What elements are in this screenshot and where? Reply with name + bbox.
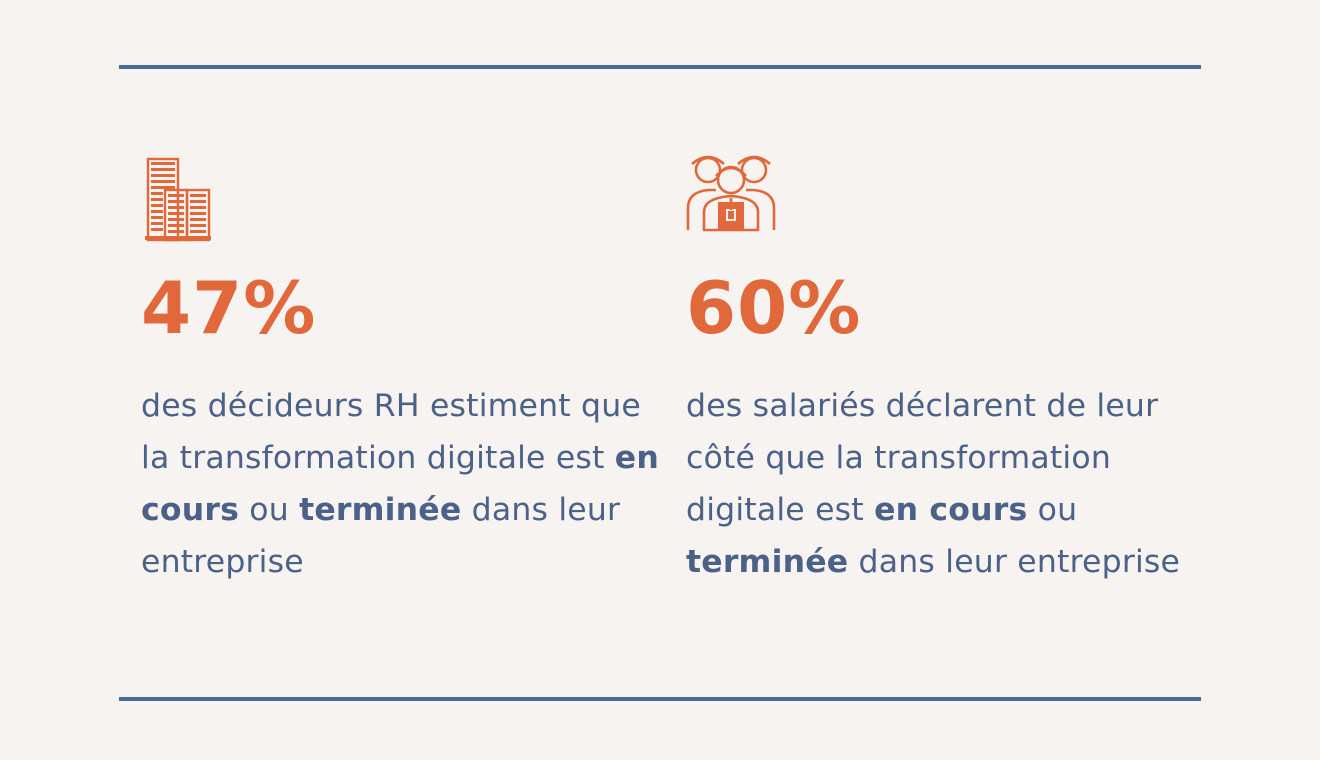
stat-hr-decision-makers: 47% des décideurs RH estiment que la tra… — [141, 150, 661, 588]
stat-percentage: 47% — [141, 266, 317, 350]
stat-percentage: 60% — [686, 266, 862, 350]
employees-group-icon — [686, 150, 1206, 242]
top-divider — [119, 65, 1201, 69]
stat-description: des décideurs RH estiment que la transfo… — [141, 388, 659, 580]
office-buildings-icon — [141, 150, 661, 242]
stat-description: des salariés déclarent de leur côté que … — [686, 388, 1181, 580]
bottom-divider — [119, 697, 1201, 701]
stat-employees: 60% des salariés déclarent de leur côté … — [686, 150, 1206, 588]
